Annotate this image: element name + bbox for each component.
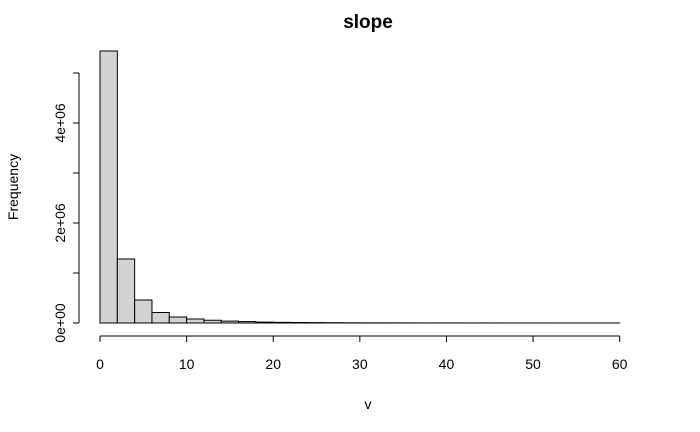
histogram-bar-4 [168,316,188,324]
y-axis-label: Frequency [5,154,21,220]
x-tick-label-2: 20 [265,356,281,372]
x-tick-label-6: 60 [612,356,628,372]
histogram-bar-1 [116,258,136,324]
histogram-bar-0 [99,50,118,324]
x-tick-label-1: 10 [179,356,195,372]
histogram-bar-2 [134,299,153,324]
histogram-bar-9 [255,321,274,324]
y-axis: 0e+00 2e+06 4e+06 [52,72,80,343]
histogram-bar-6 [203,319,222,324]
x-tick-label-4: 40 [439,356,455,372]
histogram-bar-5 [186,318,205,324]
x-axis-label: v [365,396,372,412]
histogram-bar-10 [272,321,292,324]
histogram-bar-7 [220,320,240,324]
y-tick-label-4: 4e+06 [52,103,68,143]
x-tick-label-0: 0 [96,356,104,372]
x-tick-label-3: 30 [352,356,368,372]
x-axis: 0 10 20 30 40 50 60 [96,335,628,372]
histogram-bars [99,50,621,324]
histogram-bar-3 [151,312,170,324]
chart-title: slope [343,12,393,33]
y-tick-label-2: 2e+06 [52,203,68,243]
histogram-bar-8 [238,321,257,324]
histogram-bar-11 [290,322,309,324]
x-tick-label-5: 50 [525,356,541,372]
y-tick-label-0: 0e+00 [52,303,68,343]
